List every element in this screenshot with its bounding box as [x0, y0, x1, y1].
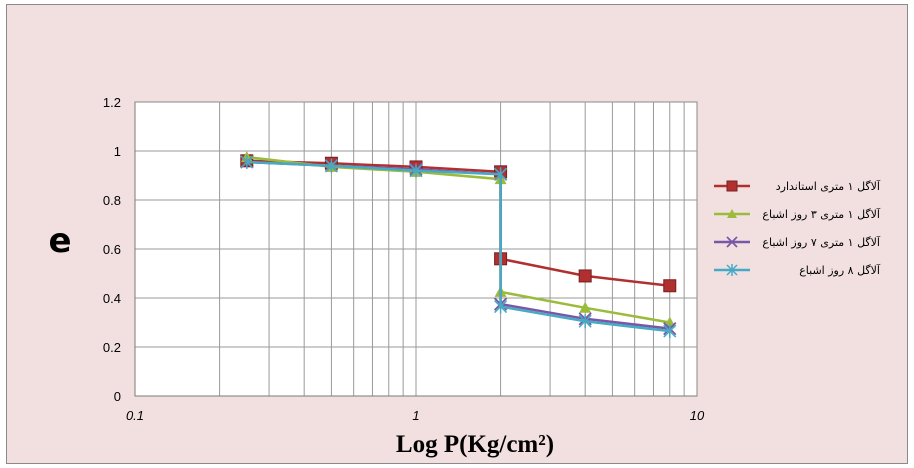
point-marker [579, 301, 592, 313]
x-tick-label: 0.1 [126, 408, 144, 423]
y-tick-label: 1 [114, 144, 121, 159]
point-marker [409, 163, 423, 178]
point-marker [726, 264, 738, 276]
point-marker [726, 180, 738, 192]
y-tick-label: 0 [114, 389, 121, 404]
point-marker [663, 279, 677, 293]
series-4 [240, 155, 677, 339]
legend-label: آلاگل ۱ متری ۷ روز اشباع [762, 235, 881, 249]
legend-label: آلاگل ۱ متری ۳ روز اشباع [762, 207, 881, 221]
y-tick-label: 0.6 [103, 242, 121, 257]
x-tick-label: 1 [412, 408, 419, 423]
legend-item: آلاگل ۸ روز اشباع [714, 263, 881, 277]
series-layer [240, 151, 677, 339]
x-tick-label: 10 [690, 408, 705, 423]
legend-label: آلاگل ۸ روز اشباع [799, 263, 881, 277]
point-marker [726, 236, 738, 248]
point-marker [494, 167, 508, 182]
point-marker [494, 299, 508, 314]
legend-item: آلاگل ۱ متری ۳ روز اشباع [714, 207, 881, 221]
legend-label: آلاگل ۱ متری استاندارد [776, 179, 881, 193]
x-axis-label: Log P(Kg/cm²) [396, 431, 554, 458]
legend-item: آلاگل ۱ متری استاندارد [714, 179, 881, 193]
point-marker [663, 324, 677, 339]
y-tick-label: 0.2 [103, 340, 121, 355]
point-marker [578, 314, 592, 329]
point-marker [578, 269, 592, 283]
grid-lines [135, 102, 697, 396]
point-marker [324, 158, 338, 173]
y-axis-label: e [48, 221, 71, 261]
point-marker [727, 209, 737, 218]
legend: آلاگل ۱ متری استاندارد آلاگل ۱ متری ۳ روز… [714, 179, 881, 277]
y-tick-label: 1.2 [103, 95, 121, 110]
y-tick-label: 0.8 [103, 193, 121, 208]
point-marker [240, 155, 254, 170]
legend-item: آلاگل ۱ متری ۷ روز اشباع [714, 235, 881, 249]
axes: 0 0.2 0.4 0.6 0.8 1 1.2 0.1 1 10 [103, 95, 705, 423]
point-marker-stroke [726, 236, 738, 248]
y-tick-label: 0.4 [103, 291, 121, 306]
